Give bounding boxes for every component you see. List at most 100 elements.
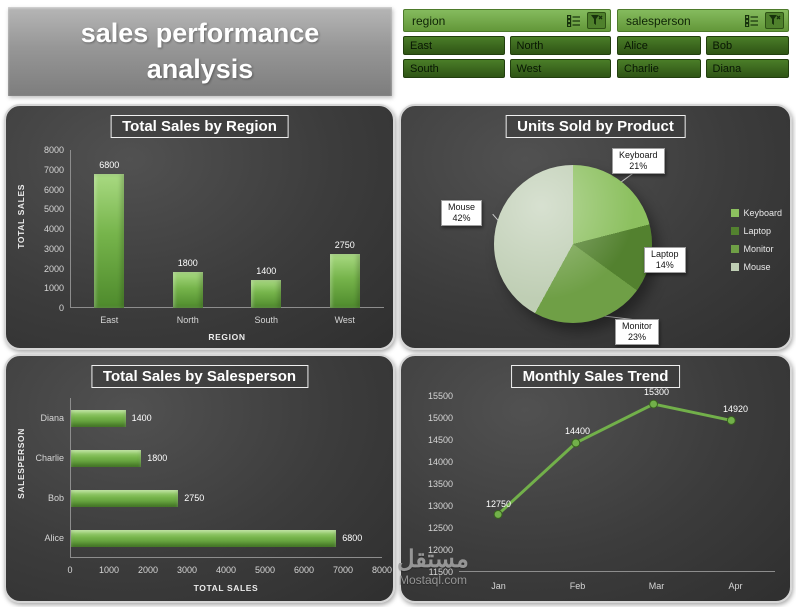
bar-value-label: 1800: [177, 258, 198, 269]
y-tick-label: 0: [58, 303, 64, 313]
bar-alice: [71, 530, 337, 547]
bar-value-label: 2750: [184, 493, 205, 503]
legend-swatch: [731, 227, 740, 235]
slicer-item-south[interactable]: South: [403, 59, 505, 78]
y-tick-label: Diana: [40, 413, 64, 423]
slicer-salesperson: salesperson Alice Bob Charlie Diana: [617, 9, 789, 78]
legend-item-laptop[interactable]: Laptop: [731, 226, 782, 236]
legend-item-mouse[interactable]: Mouse: [731, 262, 782, 272]
slicer-item-east[interactable]: East: [403, 36, 505, 55]
slicer-item-west[interactable]: West: [509, 59, 611, 78]
legend-swatch: [731, 263, 740, 271]
point-value-label: 12750: [485, 499, 512, 509]
x-tick-label: 1000: [98, 565, 120, 575]
legend-swatch: [731, 245, 740, 253]
bar-value-label: 1800: [147, 453, 168, 463]
clear-filter-icon[interactable]: [587, 12, 606, 29]
slicer-item-charlie[interactable]: Charlie: [617, 59, 701, 78]
pie-callout-percent: 42%: [452, 213, 471, 223]
legend-label: Monitor: [743, 244, 774, 254]
bar-bob: [71, 490, 179, 507]
y-tick-label: 8000: [43, 145, 64, 155]
slicer-item-bob[interactable]: Bob: [705, 36, 789, 55]
bar-west: [329, 253, 360, 308]
y-tick-label: Charlie: [35, 453, 64, 463]
legend-label: Mouse: [743, 262, 771, 272]
chart-legend: Keyboard Laptop Monitor Mouse: [731, 208, 782, 272]
y-tick-label: 5000: [43, 204, 64, 215]
bar-diana: [71, 410, 126, 427]
legend-label: Keyboard: [743, 208, 782, 218]
x-tick-label: 3000: [176, 565, 198, 575]
legend-item-keyboard[interactable]: Keyboard: [731, 208, 782, 218]
y-tick-label: 6000: [43, 184, 64, 195]
x-tick-label: 5000: [254, 565, 276, 575]
bar-value-label: 1400: [256, 266, 277, 277]
x-tick-label: North: [176, 315, 199, 325]
x-tick-label: 7000: [332, 565, 354, 575]
chart-title-region: Total Sales by Region: [110, 115, 289, 138]
slicer-salesperson-items: Alice Bob Charlie Diana: [617, 36, 789, 78]
pie-chart: [494, 165, 652, 323]
y-tick-label: 12000: [427, 545, 453, 555]
x-tick-label: East: [100, 315, 119, 325]
plot-area: [459, 396, 775, 572]
pie-callout-percent: 21%: [629, 161, 648, 171]
slicer-salesperson-header[interactable]: salesperson: [617, 9, 789, 32]
y-tick-label: 12500: [427, 523, 453, 533]
pie-callout-keyboard: Keyboard 21%: [612, 148, 665, 174]
x-tick-label: Mar: [648, 581, 665, 591]
watermark-latin: Mostaql.com: [398, 573, 468, 587]
x-tick-label: 0: [67, 565, 73, 575]
y-tick-label: 14000: [427, 457, 453, 467]
y-tick-label: 14500: [427, 435, 453, 445]
chart-title-salesperson: Total Sales by Salesperson: [90, 365, 309, 388]
x-tick-label: 2000: [137, 565, 159, 575]
y-tick-label: 15000: [427, 413, 453, 423]
pie-callout-label: Laptop: [651, 249, 679, 259]
slicer-region-header[interactable]: region: [403, 9, 611, 32]
x-axis-title: TOTAL SALES: [193, 583, 259, 593]
legend-item-monitor[interactable]: Monitor: [731, 244, 782, 254]
x-tick-label: Jan: [491, 581, 506, 591]
pie-callout-laptop: Laptop 14%: [644, 247, 686, 273]
pie-callout-label: Keyboard: [619, 150, 658, 160]
bar-value-label: 6800: [99, 159, 120, 170]
chart-panel-pie: Units Sold by Product Keyboard Laptop Moni…: [399, 104, 792, 350]
x-tick-label: 6000: [293, 565, 315, 575]
legend-label: Laptop: [743, 226, 771, 236]
bar-value-label: 6800: [342, 533, 363, 543]
bar-east: [94, 173, 125, 308]
bar-south: [251, 280, 282, 308]
pie-callout-label: Monitor: [622, 321, 653, 331]
slicer-region: region East North South West: [403, 9, 611, 78]
slicer-item-north[interactable]: North: [509, 36, 611, 55]
point-value-label: 14920: [722, 403, 749, 414]
multi-select-icon[interactable]: [564, 12, 583, 29]
pie-callout-percent: 23%: [628, 332, 647, 342]
y-tick-label: 11500: [428, 567, 453, 577]
x-tick-label: 8000: [371, 565, 393, 575]
y-tick-label: Bob: [47, 493, 64, 503]
watermark-arabic: مستقل: [397, 546, 469, 573]
bar-north: [172, 272, 203, 308]
slicer-region-items: East North South West: [403, 36, 611, 78]
slicer-item-diana[interactable]: Diana: [705, 59, 789, 78]
dashboard-title-text: sales performance analysis: [80, 18, 320, 84]
pie-callout-mouse: Mouse 42%: [441, 200, 483, 226]
clear-filter-icon[interactable]: [765, 12, 784, 29]
bar-value-label: 1400: [131, 413, 152, 423]
multi-select-icon[interactable]: [742, 12, 761, 29]
slicer-item-alice[interactable]: Alice: [617, 36, 701, 55]
x-axis-title: REGION: [208, 332, 246, 342]
bar-charlie: [71, 450, 142, 467]
y-tick-label: 3000: [43, 243, 64, 254]
pie-callout-monitor: Monitor 23%: [615, 319, 660, 345]
slicer-salesperson-title: salesperson: [626, 13, 691, 28]
chart-panel-region: Total Sales by Region TOTAL SALES REGION…: [4, 104, 395, 350]
x-tick-label: Apr: [728, 581, 743, 591]
dashboard-title: sales performance analysis: [8, 7, 392, 96]
chart-title-trend: Monthly Sales Trend: [510, 365, 681, 388]
y-tick-label: 7000: [43, 164, 64, 175]
chart-panel-salesperson: Total Sales by Salesperson SALESPERSON T…: [4, 354, 395, 603]
